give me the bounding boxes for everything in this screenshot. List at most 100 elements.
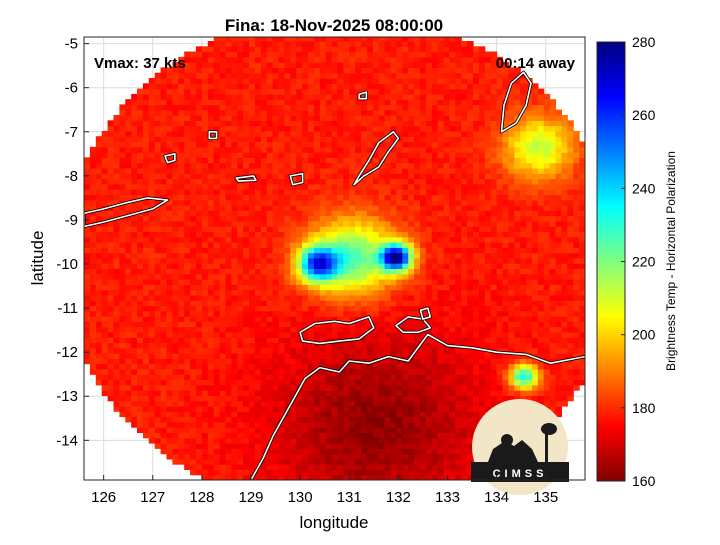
swath-cell: [503, 295, 510, 301]
swath-cell: [125, 189, 132, 195]
swath-cell: [561, 343, 568, 349]
swath-cell: [284, 427, 291, 433]
swath-cell: [108, 337, 115, 343]
swath-cell: [503, 258, 510, 264]
swath-cell: [414, 295, 421, 301]
swath-cell: [355, 284, 362, 290]
swath-cell: [208, 274, 215, 280]
swath-cell: [125, 353, 132, 359]
swath-cell: [561, 237, 568, 243]
swath-cell: [149, 290, 156, 296]
swath-cell: [455, 295, 462, 301]
swath-cell: [332, 295, 339, 301]
swath-cell: [290, 417, 297, 423]
swath-cell: [302, 226, 309, 232]
swath-cell: [143, 390, 150, 396]
swath-cell: [385, 327, 392, 333]
swath-cell: [220, 469, 227, 475]
swath-cell: [508, 221, 515, 227]
swath-cell: [314, 168, 321, 174]
swath-cell: [220, 205, 227, 211]
swath-cell: [284, 226, 291, 232]
swath-cell: [414, 163, 421, 169]
swath-cell: [125, 274, 132, 280]
swath-cell: [108, 147, 115, 153]
swath-cell: [343, 300, 350, 306]
swath-cell: [220, 237, 227, 243]
swath-cell: [255, 226, 262, 232]
swath-cell: [337, 157, 344, 163]
swath-cell: [444, 300, 451, 306]
swath-cell: [196, 295, 203, 301]
swath-cell: [119, 274, 126, 280]
swath-cell: [449, 253, 456, 259]
swath-cell: [196, 311, 203, 317]
swath-cell: [314, 194, 321, 200]
swath-cell: [102, 295, 109, 301]
swath-cell: [332, 189, 339, 195]
swath-cell: [379, 216, 386, 222]
swath-cell: [208, 152, 215, 158]
swath-cell: [184, 163, 191, 169]
swath-cell: [131, 411, 138, 417]
swath-cell: [508, 210, 515, 216]
swath-cell: [503, 210, 510, 216]
swath-cell: [137, 290, 144, 296]
swath-cell: [108, 284, 115, 290]
swath-cell: [473, 385, 480, 391]
swath-cell: [314, 184, 321, 190]
swath-cell: [249, 152, 256, 158]
swath-cell: [550, 231, 557, 237]
swath-cell: [249, 432, 256, 438]
swath-cell: [461, 189, 468, 195]
swath-cell: [226, 332, 233, 338]
swath-cell: [96, 284, 103, 290]
swath-cell: [408, 305, 415, 311]
swath-cell: [184, 194, 191, 200]
swath-cell: [255, 316, 262, 322]
swath-cell: [196, 231, 203, 237]
swath-cell: [143, 422, 150, 428]
swath-cell: [273, 253, 280, 259]
swath-cell: [149, 258, 156, 264]
swath-cell: [444, 237, 451, 243]
swath-cell: [561, 364, 568, 370]
swath-cell: [131, 258, 138, 264]
swath-cell: [414, 194, 421, 200]
swath-cell: [155, 406, 162, 412]
swath-cell: [320, 290, 327, 296]
swath-cell: [497, 221, 504, 227]
swath-cell: [561, 353, 568, 359]
swath-cell: [479, 358, 486, 364]
swath-cell: [444, 364, 451, 370]
swath-cell: [438, 237, 445, 243]
swath-cell: [343, 163, 350, 169]
swath-cell: [273, 348, 280, 354]
swath-cell: [573, 189, 580, 195]
swath-cell: [361, 200, 368, 206]
swath-cell: [355, 258, 362, 264]
swath-cell: [538, 258, 545, 264]
swath-cell: [167, 300, 174, 306]
swath-cell: [449, 173, 456, 179]
swath-cell: [361, 226, 368, 232]
swath-cell: [202, 459, 209, 465]
swath-cell: [220, 290, 227, 296]
swath-cell: [438, 247, 445, 253]
swath-cell: [444, 279, 451, 285]
swath-cell: [444, 253, 451, 259]
swath-cell: [314, 427, 321, 433]
swath-cell: [526, 321, 533, 327]
swath-cell: [249, 168, 256, 174]
swath-cell: [561, 263, 568, 269]
swath-cell: [279, 448, 286, 454]
swath-cell: [167, 147, 174, 153]
swath-cell: [373, 253, 380, 259]
swath-cell: [149, 279, 156, 285]
swath-cell: [267, 358, 274, 364]
swath-cell: [108, 179, 115, 185]
swath-cell: [526, 163, 533, 169]
swath-cell: [385, 332, 392, 338]
swath-cell: [432, 184, 439, 190]
swath-cell: [172, 311, 179, 317]
